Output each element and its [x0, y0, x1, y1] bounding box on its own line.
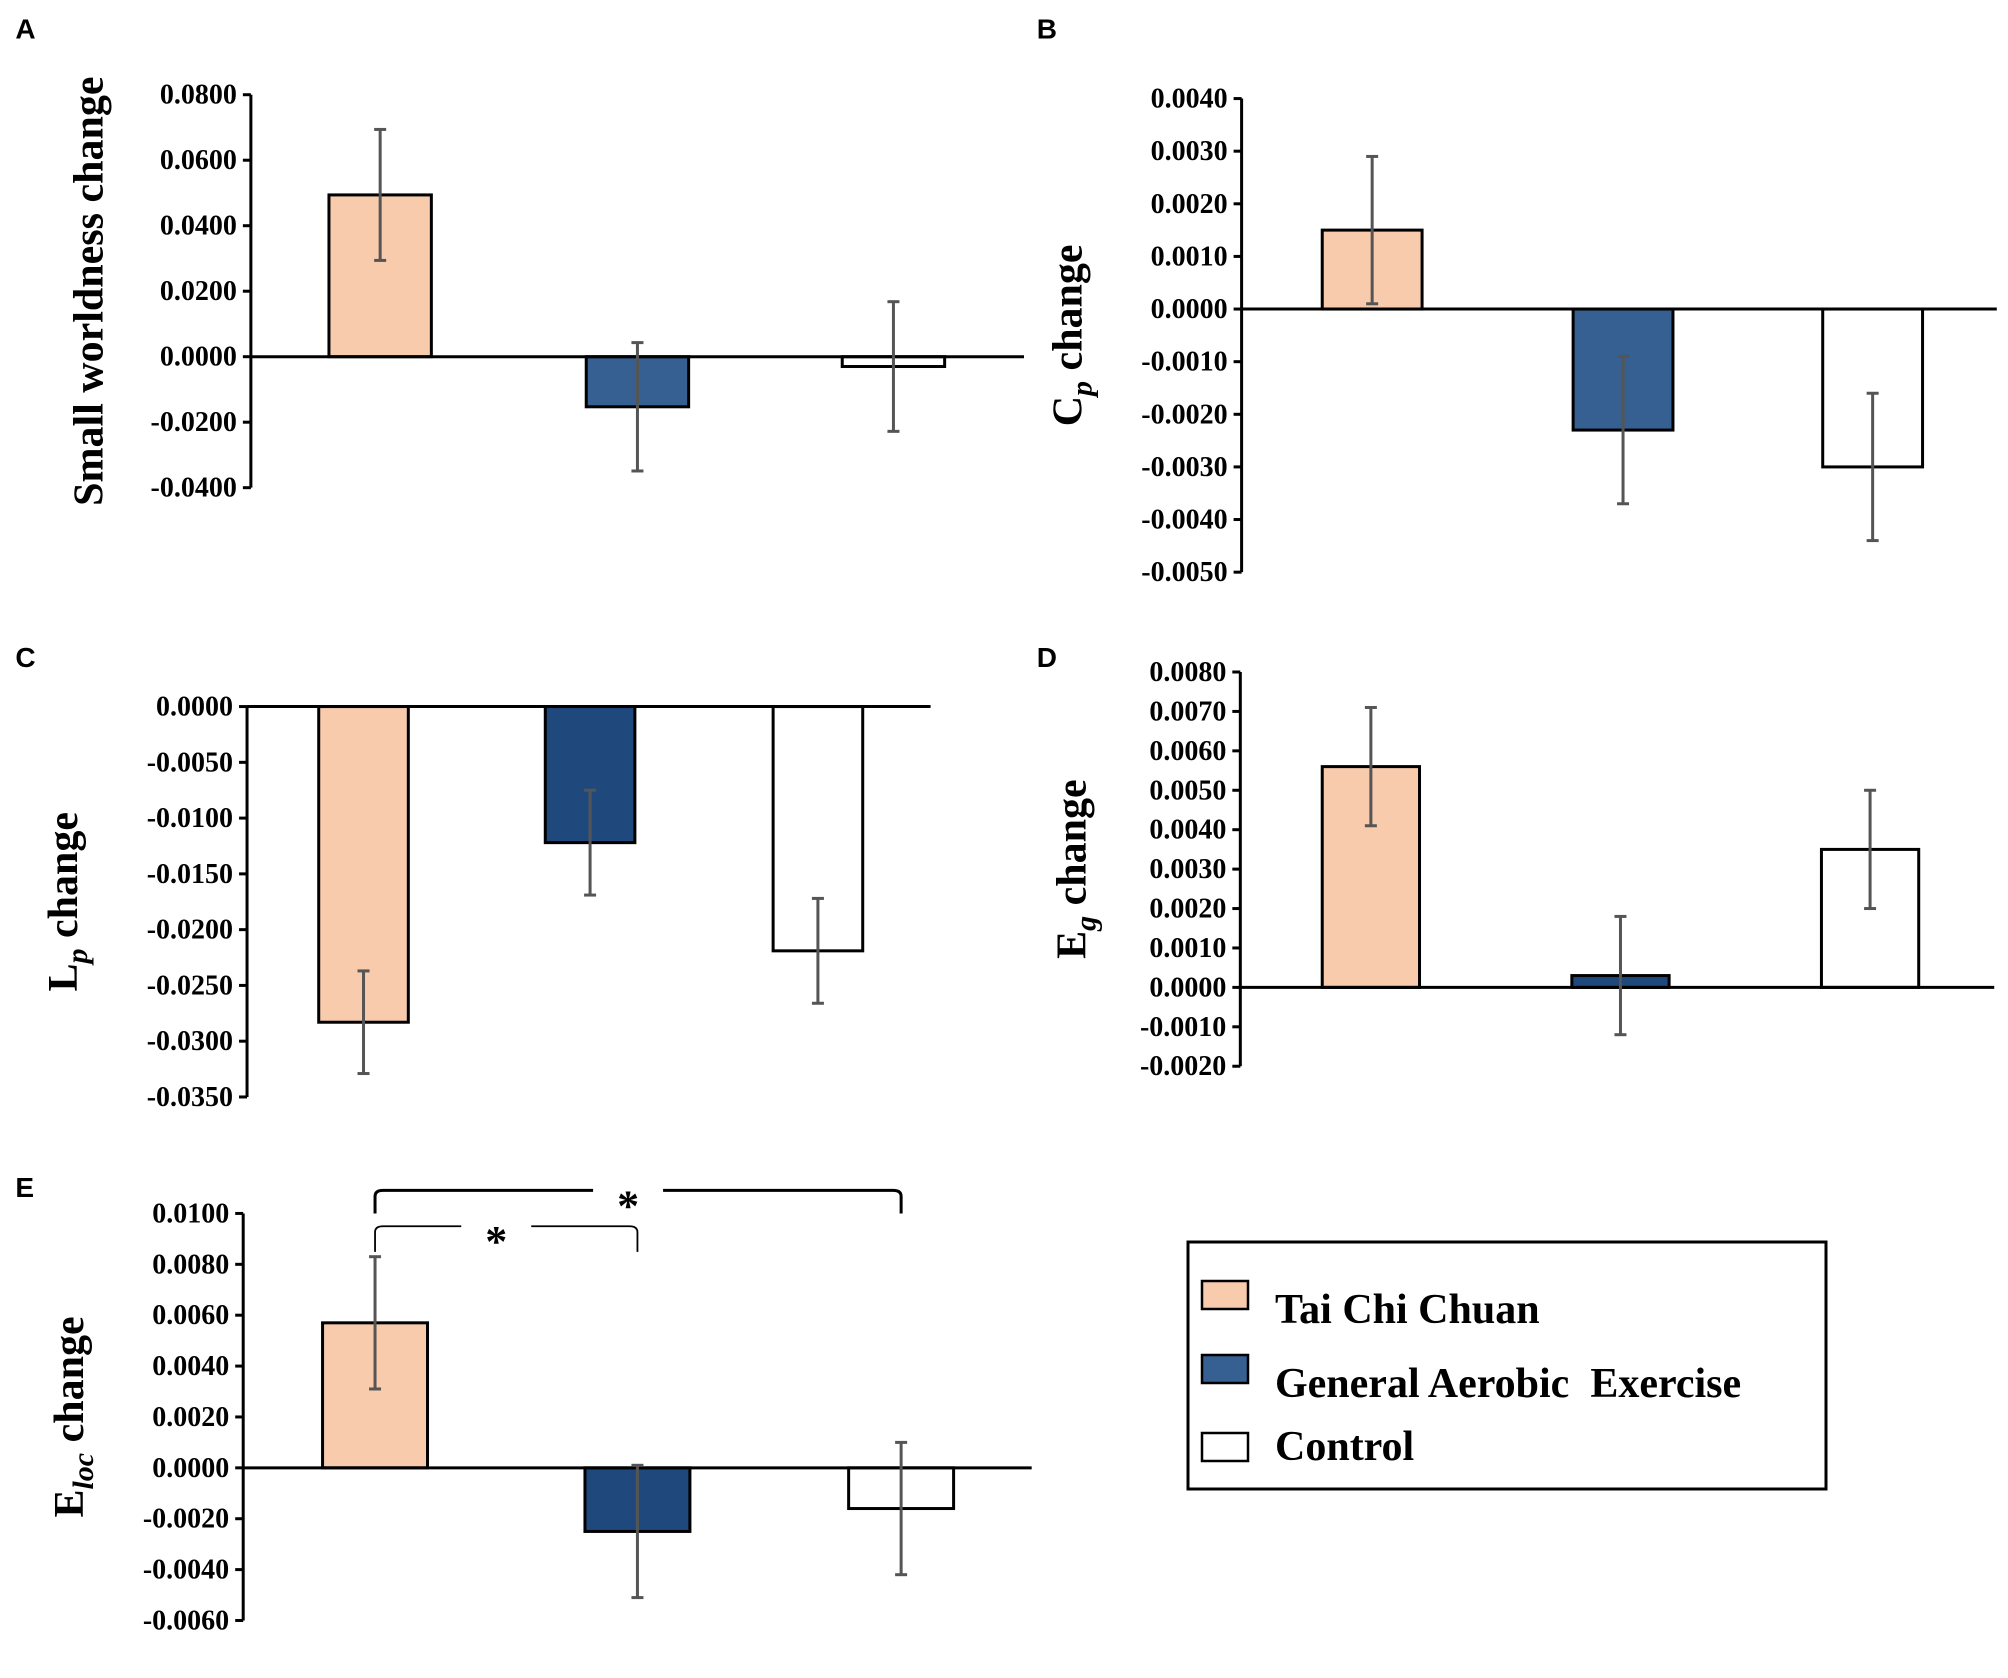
- panel-label: E: [15, 1172, 34, 1203]
- y-axis-title-subscript: p: [61, 949, 94, 967]
- y-tick-label: -0.0050: [147, 747, 233, 778]
- y-tick-label: 0.0020: [1151, 189, 1228, 220]
- y-tick-label: -0.0200: [147, 915, 233, 946]
- y-axis-title: Eloc change: [47, 1316, 100, 1517]
- y-tick-label: 0.0040: [1151, 84, 1228, 115]
- y-tick-label: -0.0050: [1141, 557, 1227, 588]
- panel-b: B 0.0040 0.0030 0.0020 0.0010 0.0000 -0.0010 -0…: [1037, 13, 1997, 588]
- y-axis-title-main: E: [47, 1490, 93, 1518]
- y-tick-label: 0.0100: [152, 1198, 229, 1229]
- y-tick-label: 0.0080: [152, 1249, 229, 1280]
- legend: Tai Chi Chuan General Aerobic Exercise C…: [1186, 1240, 1828, 1491]
- y-tick-label: 0.0040: [1149, 815, 1226, 846]
- significance-bracket: [373, 1188, 903, 1214]
- y-tick-label: 0.0020: [152, 1402, 229, 1433]
- panel-e: E 0.0100 0.0080 0.0060 0.0040 0.0020 0.0000 -0.…: [15, 1172, 1032, 1636]
- y-tick-label: 0.0200: [160, 276, 237, 307]
- y-tick-label: -0.0040: [1141, 505, 1227, 536]
- y-tick-label: 0.0000: [152, 1453, 229, 1484]
- y-tick-label: -0.0400: [151, 473, 237, 504]
- y-tick-label: 0.0080: [1149, 657, 1226, 688]
- y-tick-label: -0.0040: [143, 1555, 229, 1586]
- y-tick-label: -0.0300: [147, 1026, 233, 1057]
- y-tick-label: 0.0000: [1151, 294, 1228, 325]
- panel-c: C 0.0000 -0.0050 -0.0100 -0.0150 -0.0200 -0.02…: [15, 642, 931, 1113]
- y-tick-label: -0.0020: [1141, 399, 1227, 430]
- y-tick-label: -0.0010: [1140, 1012, 1226, 1043]
- y-tick-label: -0.0150: [147, 859, 233, 890]
- y-tick-label: 0.0030: [1149, 854, 1226, 885]
- y-tick-label: 0.0030: [1151, 136, 1228, 167]
- y-axis-title-main: L: [41, 964, 87, 992]
- legend-label-tai-chi: Tai Chi Chuan: [1275, 1287, 1540, 1333]
- legend-swatch-aerobic: [1200, 1353, 1250, 1385]
- y-tick-label: 0.0400: [160, 211, 237, 242]
- y-tick-label: 0.0050: [1149, 775, 1226, 806]
- y-axis-title-main: Small worldness change: [66, 77, 112, 506]
- y-axis-title-rest: change: [41, 812, 87, 949]
- y-tick-label: -0.0060: [143, 1605, 229, 1636]
- y-axis-title-subscript: loc: [67, 1453, 100, 1490]
- panel-a: A 0.0800 0.0600 0.0400 0.0200 0.0000 -0.0200 -0…: [15, 13, 1024, 506]
- y-tick-label: -0.0030: [1141, 452, 1227, 483]
- y-tick-label: 0.0600: [160, 145, 237, 176]
- significance-star: *: [617, 1181, 639, 1230]
- panel-label: B: [1037, 13, 1057, 44]
- y-axis-title-subscript: p: [1066, 381, 1099, 399]
- y-tick-label: 0.0000: [156, 692, 233, 723]
- y-tick-label: 0.0020: [1149, 894, 1226, 925]
- y-axis-title: Small worldness change: [66, 77, 112, 506]
- panel-label: C: [15, 642, 35, 673]
- y-axis-title-rest: change: [1049, 779, 1095, 916]
- legend-box: [1186, 1240, 1828, 1491]
- panel-label: D: [1037, 642, 1057, 673]
- legend-label-control: Control: [1275, 1424, 1414, 1470]
- y-axis-title-rest: change: [1046, 244, 1092, 381]
- y-axis-title: Cp change: [1046, 244, 1099, 426]
- y-axis-title-rest: change: [47, 1316, 93, 1453]
- y-tick-label: 0.0060: [152, 1300, 229, 1331]
- y-tick-label: -0.0350: [147, 1082, 233, 1113]
- y-axis-title: Lp change: [41, 812, 94, 992]
- y-tick-label: 0.0010: [1151, 241, 1228, 272]
- y-tick-label: -0.0250: [147, 970, 233, 1001]
- y-tick-label: 0.0060: [1149, 736, 1226, 767]
- y-axis-title-subscript: g: [1069, 916, 1102, 932]
- y-tick-label: -0.0200: [151, 407, 237, 438]
- panel-label: A: [15, 13, 35, 44]
- legend-swatch-control: [1200, 1431, 1250, 1463]
- y-axis-title-main: E: [1049, 931, 1095, 959]
- significance-star: *: [485, 1217, 507, 1266]
- y-tick-label: 0.0070: [1149, 696, 1226, 727]
- significance-bracket: [374, 1225, 639, 1252]
- y-tick-label: -0.0020: [143, 1504, 229, 1535]
- panel-d: D 0.0080 0.0070 0.0060 0.0050 0.0040 0.0030 0.0…: [1037, 642, 1995, 1082]
- y-tick-label: 0.0040: [152, 1351, 229, 1382]
- y-tick-label: 0.0000: [160, 342, 237, 373]
- y-tick-label: -0.0020: [1140, 1051, 1226, 1082]
- legend-swatch-tai-chi: [1200, 1279, 1250, 1311]
- y-axis-title: Eg change: [1049, 779, 1102, 959]
- legend-label-aerobic: General Aerobic Exercise: [1275, 1361, 1741, 1407]
- y-tick-label: 0.0000: [1149, 972, 1226, 1003]
- y-tick-label: 0.0010: [1149, 933, 1226, 964]
- y-tick-label: -0.0010: [1141, 347, 1227, 378]
- y-axis-title-main: C: [1046, 396, 1092, 426]
- y-tick-label: 0.0800: [160, 80, 237, 111]
- y-tick-label: -0.0100: [147, 803, 233, 834]
